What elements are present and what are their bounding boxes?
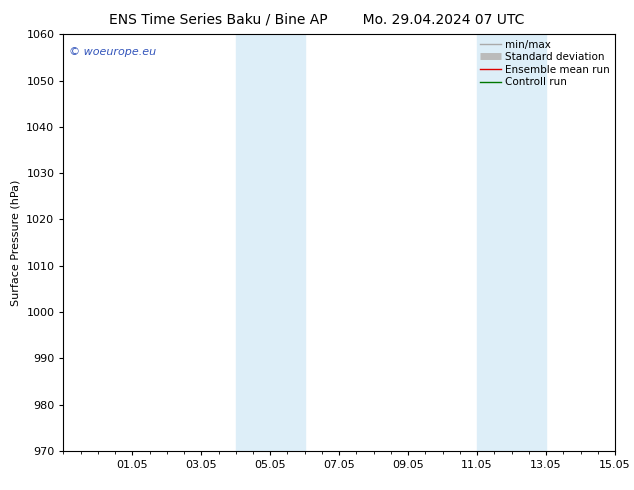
Bar xyxy=(270,34,305,451)
Y-axis label: Surface Pressure (hPa): Surface Pressure (hPa) xyxy=(11,179,21,306)
Bar xyxy=(512,34,546,451)
Legend: min/max, Standard deviation, Ensemble mean run, Controll run: min/max, Standard deviation, Ensemble me… xyxy=(478,37,612,89)
Text: © woeurope.eu: © woeurope.eu xyxy=(69,47,156,57)
Text: ENS Time Series Baku / Bine AP        Mo. 29.04.2024 07 UTC: ENS Time Series Baku / Bine AP Mo. 29.04… xyxy=(109,12,525,26)
Bar xyxy=(477,34,512,451)
Bar xyxy=(236,34,270,451)
